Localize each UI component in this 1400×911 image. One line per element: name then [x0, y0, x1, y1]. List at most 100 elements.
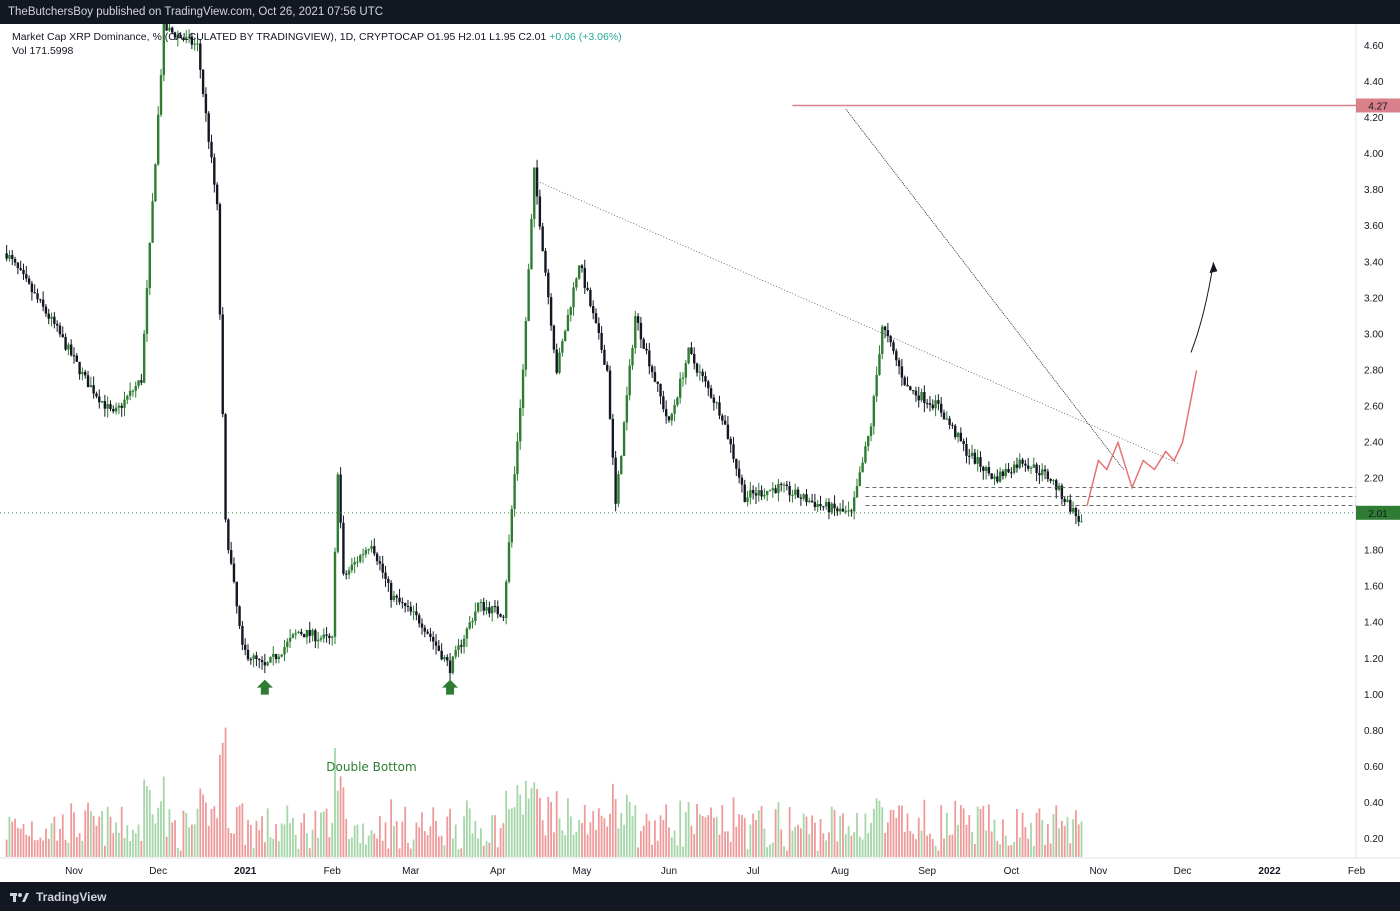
candle-body: [255, 655, 258, 659]
volume-bar: [1010, 845, 1013, 858]
candle-body: [373, 546, 376, 554]
volume-bar: [623, 824, 625, 858]
volume-bar: [482, 845, 485, 858]
legend-ohlc: O1.95 H2.01 L1.95 C2.01: [426, 31, 547, 43]
volume-bar: [763, 828, 766, 858]
candle-body: [535, 167, 539, 197]
candle-body: [662, 396, 665, 410]
y-tick-label: 0.20: [1364, 834, 1384, 845]
candle-body: [330, 636, 334, 638]
candle-body: [378, 561, 382, 564]
volume-bar: [350, 837, 353, 858]
volume-bar: [426, 835, 429, 858]
volume-bar: [249, 825, 252, 858]
volume-bar: [196, 808, 199, 858]
candle-body: [173, 32, 177, 38]
candle-body: [297, 631, 300, 634]
volume-bar: [954, 800, 957, 858]
volume-bar: [78, 833, 81, 858]
candle-body: [819, 503, 822, 507]
candle-body: [294, 633, 297, 635]
volume-bar: [182, 810, 185, 858]
volume-bar: [370, 830, 373, 858]
volume-bar: [780, 829, 783, 858]
candle-body: [204, 93, 208, 114]
volume-bar: [693, 833, 696, 858]
chart-legend: Market Cap XRP Dominance, % (CALCULATED …: [12, 30, 622, 58]
volume-bar: [277, 841, 280, 858]
volume-bar: [230, 833, 233, 858]
tradingview-logo[interactable]: TradingView: [0, 890, 106, 904]
candle-body: [780, 483, 783, 485]
candle-body: [151, 201, 154, 243]
volume-bar: [384, 822, 387, 858]
volume-bar: [990, 831, 993, 858]
volume-bar: [645, 813, 648, 858]
volume-bar: [597, 808, 600, 858]
candle-body: [897, 360, 901, 367]
candle-body: [109, 404, 112, 409]
candle-body: [39, 299, 42, 301]
volume-bar: [409, 848, 412, 858]
candle-body: [162, 24, 166, 76]
candle-body: [774, 488, 777, 494]
volume-bar: [839, 815, 842, 858]
candle-body: [642, 339, 645, 349]
candle-body: [229, 550, 233, 564]
candle-body: [325, 634, 328, 636]
candle-body: [78, 361, 81, 375]
candle-body: [813, 501, 817, 508]
volume-bar: [336, 790, 339, 858]
volume-bar: [637, 847, 639, 858]
candle-body: [805, 494, 808, 503]
volume-bar: [676, 845, 679, 858]
volume-bar: [5, 839, 8, 858]
volume-bar: [771, 842, 774, 858]
volume-bar: [886, 822, 889, 858]
candle-body: [243, 644, 247, 650]
volume-bar: [61, 814, 64, 858]
volume-bar: [53, 816, 56, 858]
candle-body: [864, 446, 867, 463]
volume-bar: [98, 816, 101, 858]
candle-body: [875, 374, 878, 397]
volume-bar: [777, 802, 780, 858]
volume-bar: [202, 794, 204, 858]
volume-bar: [261, 816, 263, 858]
volume-bar: [463, 816, 465, 858]
candle-body: [448, 660, 452, 674]
candle-body: [423, 627, 427, 632]
volume-bar: [367, 835, 370, 858]
y-tick-label: 4.20: [1364, 113, 1384, 124]
volume-bar: [682, 846, 684, 858]
candle-body: [13, 258, 17, 263]
volume-bar: [188, 827, 190, 858]
candle-body: [193, 43, 196, 45]
candle-body: [659, 383, 662, 397]
volume-bar: [757, 810, 760, 858]
candle-body: [698, 371, 702, 373]
y-tick-label: 1.80: [1364, 546, 1384, 557]
volume-bar: [134, 833, 137, 858]
candle-body: [443, 656, 446, 660]
double-bottom-label: Double Bottom: [326, 760, 416, 774]
candle-body: [8, 255, 11, 259]
candle-body: [673, 405, 676, 414]
candle-body: [61, 334, 64, 337]
volume-bar: [1058, 828, 1060, 858]
candle-body: [496, 606, 499, 615]
x-tick-label: 2021: [234, 866, 257, 877]
candle-body: [328, 635, 331, 638]
volume-bar: [755, 819, 757, 858]
price-chart[interactable]: 4.60 4.40 4.20 4.00 3.80 3.60 3.40 3.20 3.00 2.80…: [0, 24, 1400, 882]
volume-bar: [216, 818, 219, 858]
candle-body: [106, 404, 109, 409]
candle-body: [620, 456, 623, 475]
chart-area[interactable]: 4.60 4.40 4.20 4.00 3.80 3.60 3.40 3.20 3.00 2.80…: [0, 24, 1400, 882]
volume-bar: [825, 840, 828, 858]
volume-bar: [59, 828, 61, 858]
volume-bar: [875, 798, 878, 858]
candle-body: [794, 489, 797, 495]
volume-bar: [454, 824, 457, 858]
candle-body: [305, 629, 309, 638]
